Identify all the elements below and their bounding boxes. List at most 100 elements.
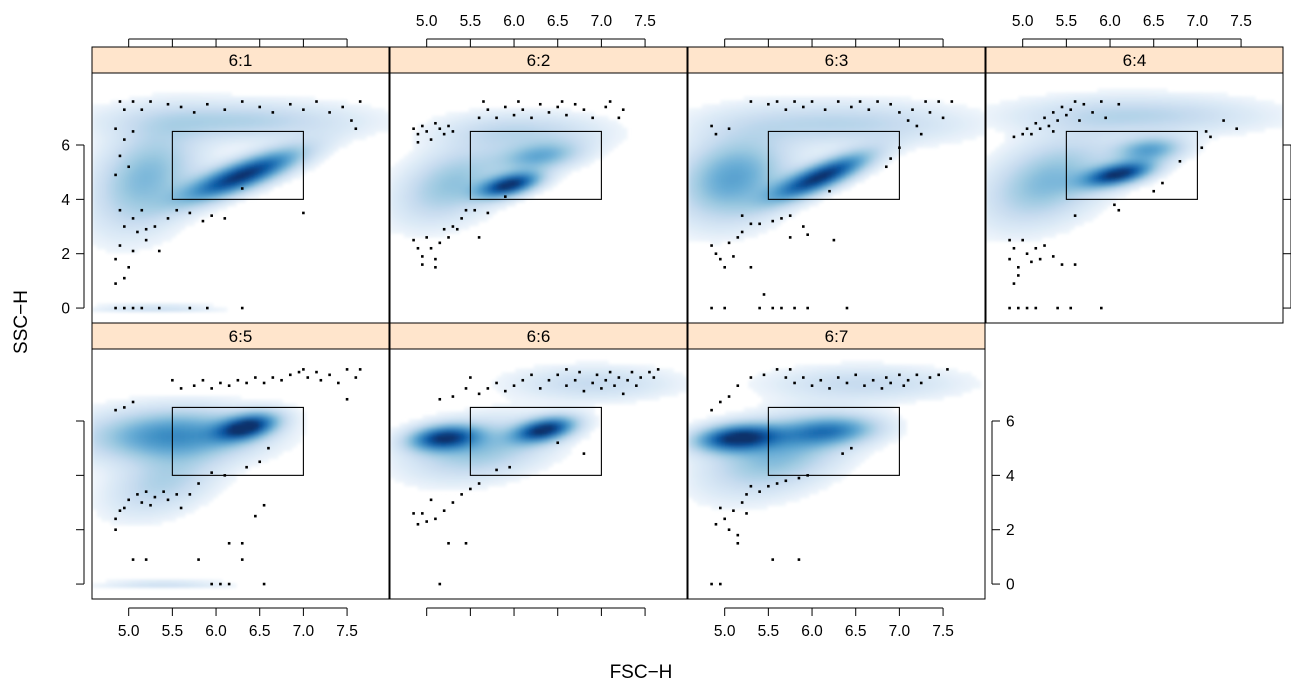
outlier-point: [442, 227, 446, 231]
outlier-point: [429, 138, 433, 141]
outlier-point: [732, 255, 735, 258]
outlier-point: [206, 306, 209, 310]
outlier-point: [504, 389, 507, 393]
outlier-point: [867, 108, 871, 111]
outlier-point: [123, 225, 126, 228]
outlier-point: [1082, 102, 1086, 106]
outlier-point: [819, 378, 823, 382]
outlier-point: [223, 217, 227, 220]
outlier-point: [188, 306, 192, 310]
outlier-point: [1178, 160, 1182, 163]
outlier-point: [710, 408, 713, 412]
outlier-point: [114, 282, 117, 285]
outlier-point: [530, 116, 533, 120]
panel-strip-label: 6:7: [825, 327, 849, 346]
outlier-point: [736, 236, 740, 239]
outlier-point: [639, 376, 642, 379]
outlier-point: [302, 211, 305, 215]
outlier-point: [928, 376, 932, 379]
x-tick-label: 5.5: [162, 623, 184, 640]
outlier-point: [710, 124, 713, 128]
outlier-point: [749, 265, 753, 269]
outlier-point: [354, 376, 358, 379]
outlier-point: [1069, 108, 1073, 111]
outlier-point: [758, 490, 761, 493]
outlier-point: [144, 238, 148, 242]
outlier-point: [946, 368, 949, 371]
outlier-point: [438, 241, 442, 245]
outlier-point: [1204, 130, 1208, 133]
outlier-point: [131, 130, 135, 133]
outlier-point: [302, 368, 305, 371]
outlier-point: [591, 381, 594, 385]
outlier-point: [350, 119, 353, 122]
outlier-point: [140, 108, 144, 111]
outlier-point: [319, 378, 323, 382]
outlier-point: [1043, 244, 1046, 247]
outlier-point: [258, 460, 262, 464]
x-tick-label: 7.5: [336, 623, 358, 640]
bottom-x-axis-panel-5: 5.0 5.5 6.0 6.5 7.0 7.5: [118, 607, 358, 640]
panel-6-6: 6:6: [389, 322, 688, 600]
outlier-point: [438, 582, 442, 586]
outlier-point: [495, 116, 498, 120]
density-raster: [986, 88, 1283, 242]
outlier-point: [412, 512, 415, 515]
outlier-point: [157, 306, 161, 310]
outlier-point: [806, 306, 809, 310]
outlier-point: [345, 397, 349, 401]
outlier-point: [118, 244, 122, 247]
outlier-point: [521, 378, 525, 382]
outlier-point: [1161, 181, 1164, 185]
outlier-point: [358, 100, 362, 103]
outlier-point: [508, 465, 511, 469]
outlier-point: [442, 509, 446, 512]
outlier-point: [175, 208, 179, 212]
outlier-point: [823, 108, 827, 111]
outlier-point: [924, 100, 927, 103]
outlier-point: [157, 249, 161, 253]
outlier-point: [740, 214, 744, 217]
x-tick-label: 6.5: [249, 623, 271, 640]
outlier-point: [727, 241, 731, 245]
left-y-axis-row-1: 0 2 4 6: [61, 138, 85, 318]
outlier-point: [1034, 121, 1038, 125]
outlier-point: [477, 236, 481, 239]
outlier-point: [451, 395, 455, 398]
x-tick-label: 5.0: [714, 623, 736, 640]
outlier-point: [582, 452, 586, 455]
outlier-point: [267, 446, 270, 450]
outlier-point: [302, 108, 305, 111]
outlier-point: [810, 100, 814, 103]
outlier-point: [131, 306, 135, 310]
x-tick-label: 7.0: [889, 623, 911, 640]
gate-rectangle: [469, 406, 602, 476]
outlier-point: [608, 100, 612, 103]
outlier-point: [227, 384, 231, 387]
panel-strip: [389, 322, 688, 350]
outlier-point: [460, 217, 463, 220]
outlier-point: [197, 558, 200, 561]
outlier-point: [1056, 306, 1059, 310]
outlier-point: [114, 408, 117, 412]
outlier-point: [123, 506, 126, 510]
density-raster: [92, 92, 389, 312]
x-tick-label: 6.0: [205, 623, 227, 640]
outlier-point: [1104, 116, 1107, 120]
outlier-point: [421, 263, 424, 266]
outlier-point: [123, 276, 126, 280]
x-tick-label: 6.0: [801, 623, 823, 640]
outlier-point: [635, 384, 638, 387]
outlier-point: [416, 246, 420, 250]
outlier-point: [604, 105, 608, 109]
outlier-point: [582, 389, 586, 393]
outlier-point: [144, 558, 148, 561]
outlier-point: [345, 368, 349, 371]
outlier-point: [1043, 116, 1046, 120]
outlier-point: [315, 100, 318, 103]
outlier-point: [884, 376, 888, 379]
outlier-point: [482, 100, 485, 103]
outlier-point: [621, 108, 625, 111]
left-y-axis-row-2: [76, 420, 85, 585]
